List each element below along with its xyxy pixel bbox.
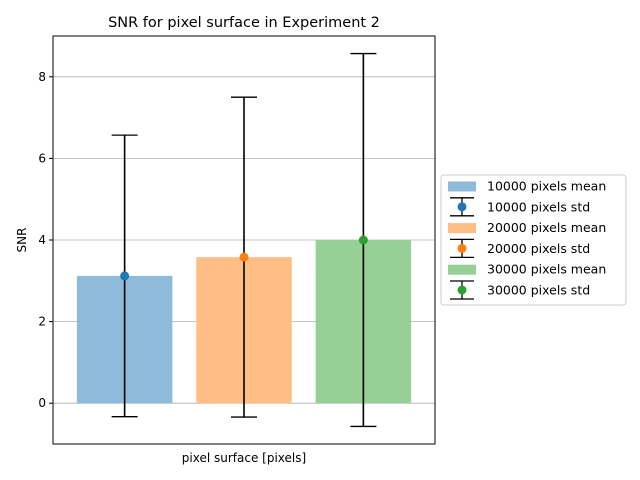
y-tick-label: 2 [38,315,46,329]
legend-label: 10000 pixels mean [487,179,606,194]
legend-label: 10000 pixels std [487,199,590,214]
legend: 10000 pixels mean 10000 pixels std 20000 p… [440,174,627,306]
y-tick-label: 6 [38,151,46,165]
legend-label: 30000 pixels mean [487,262,606,277]
y-tick-label: 8 [38,70,46,84]
x-axis-label: pixel surface [pixels] [182,451,306,465]
y-tick-label: 4 [38,233,46,247]
legend-label: 20000 pixels std [487,241,590,256]
mean-point [239,252,249,262]
legend-marker [457,202,467,212]
y-tick-label: 0 [38,396,46,410]
mean-point [358,235,368,245]
legend-label: 30000 pixels std [487,283,590,298]
legend-box [440,174,627,306]
mean-point [120,271,130,281]
legend-swatch [448,264,476,275]
y-axis-label: SNR [15,228,29,253]
legend-label: 20000 pixels mean [487,220,606,235]
legend-marker [457,243,467,253]
chart-title: SNR for pixel surface in Experiment 2 [108,15,380,31]
legend-swatch [448,223,476,234]
y-axis: 0 2 4 6 8 [38,70,53,410]
error-bars [111,52,377,428]
legend-marker [457,285,467,295]
legend-swatch [448,181,476,192]
